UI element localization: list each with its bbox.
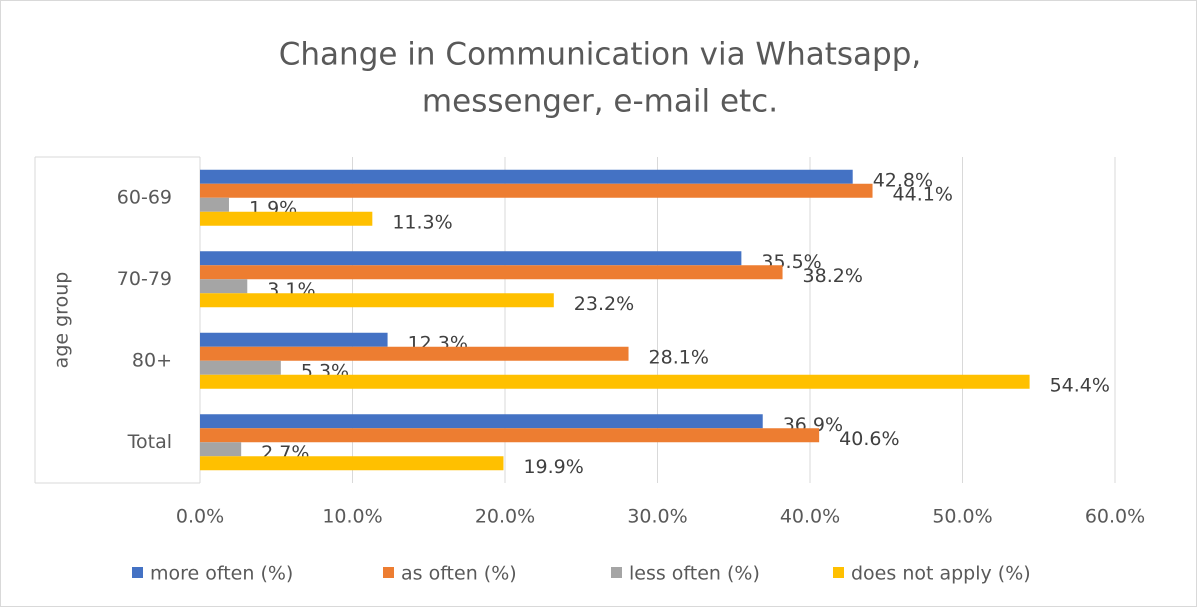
bar: [200, 183, 873, 198]
x-tick-label: 50.0%: [932, 506, 992, 528]
x-tick-label: 40.0%: [780, 506, 840, 528]
bar: [200, 293, 554, 308]
bar: [200, 360, 281, 375]
bar: [200, 374, 1030, 389]
value-label: 11.3%: [392, 211, 452, 233]
bar: [200, 428, 820, 443]
x-tick-label: 60.0%: [1085, 506, 1145, 528]
value-label: 42.8%: [873, 169, 933, 191]
bar: [200, 251, 742, 266]
y-tick-label: Total: [127, 431, 172, 453]
bar: [200, 197, 229, 212]
bar: [200, 211, 373, 226]
x-tick-label: 0.0%: [176, 506, 224, 528]
legend-label: as often (%): [401, 563, 517, 585]
bar: [200, 332, 388, 347]
bar: [200, 442, 242, 457]
legend-label: does not apply (%): [851, 563, 1031, 585]
bar: [200, 414, 763, 429]
value-label: 38.2%: [803, 265, 863, 287]
bar: [200, 265, 783, 280]
bar: [200, 456, 504, 471]
value-label: 40.6%: [839, 428, 899, 450]
chart-title: messenger, e-mail etc.: [422, 84, 778, 120]
legend-swatch: [383, 567, 394, 578]
bar: [200, 279, 248, 294]
value-label: 23.2%: [574, 293, 634, 315]
x-tick-label: 10.0%: [322, 506, 382, 528]
value-label: 44.1%: [893, 183, 953, 205]
legend-swatch: [833, 567, 844, 578]
legend-label: less often (%): [629, 563, 760, 585]
y-tick-label: 80+: [132, 349, 172, 371]
y-tick-label: 70-79: [117, 268, 172, 290]
legend-swatch: [132, 567, 143, 578]
legend-label: more often (%): [150, 563, 293, 585]
legend-swatch: [611, 567, 622, 578]
y-tick-label: 60-69: [117, 186, 172, 208]
value-label: 19.9%: [523, 456, 583, 478]
value-label: 54.4%: [1050, 374, 1110, 396]
bar: [200, 169, 853, 184]
x-tick-label: 30.0%: [627, 506, 687, 528]
value-label: 28.1%: [649, 346, 709, 368]
bar: [200, 346, 629, 361]
y-axis-label: age group: [51, 272, 73, 369]
chart-title: Change in Communication via Whatsapp,: [279, 37, 921, 73]
x-tick-label: 20.0%: [475, 506, 535, 528]
